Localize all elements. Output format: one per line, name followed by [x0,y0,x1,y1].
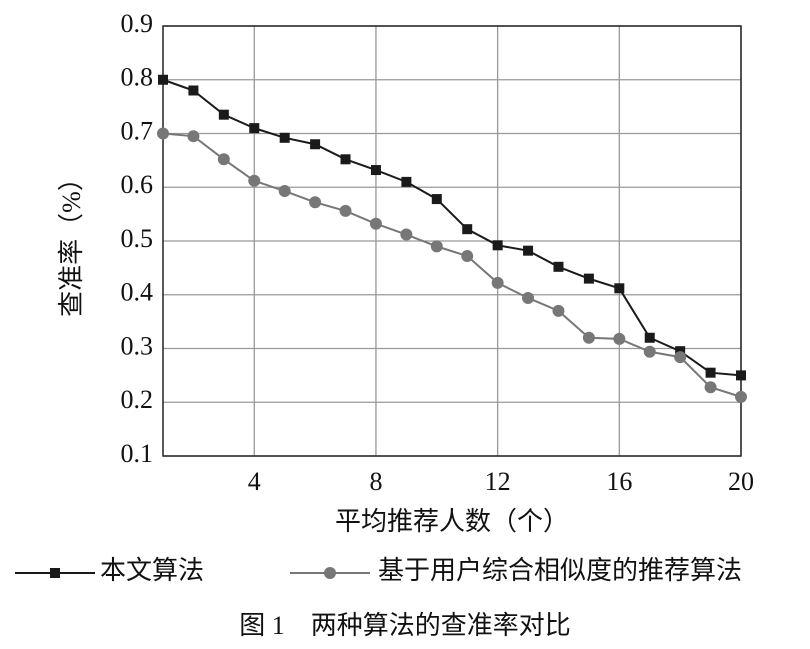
data-point [643,345,656,358]
data-point [370,165,381,176]
data-point [523,245,534,256]
data-point [552,304,565,317]
data-point [614,283,625,294]
y-tick-label: 0.1 [121,439,154,468]
x-tick-label: 12 [485,467,511,496]
data-point [704,381,717,394]
y-tick-label: 0.3 [121,331,154,360]
data-point [431,194,442,205]
legend-label: 本文算法 [100,556,204,585]
data-point [400,228,413,241]
data-point [553,261,564,272]
data-point [157,127,169,140]
data-point [401,176,412,187]
data-point [705,367,716,378]
data-point [340,154,351,165]
data-point [674,351,687,364]
data-point [187,130,200,143]
data-point [309,196,322,209]
y-tick-label: 0.5 [121,224,154,253]
data-point [279,132,290,143]
data-point [158,74,168,85]
data-point [462,224,473,235]
x-axis-label: 平均推荐人数（个） [335,507,569,536]
data-point [461,250,474,263]
data-point [217,153,230,166]
x-tick-label: 4 [248,467,261,496]
y-tick-label: 0.6 [121,170,154,199]
y-axis-label: 查准率（%） [57,165,86,317]
data-point [736,370,746,381]
caption: 图 1 两种算法的查准率对比 [239,611,571,640]
y-tick-label: 0.2 [121,385,154,414]
data-point [582,331,595,344]
data-point [491,276,504,289]
x-tick-label: 8 [369,467,382,496]
data-point [310,139,321,150]
data-point [248,174,261,187]
legend-marker [50,568,60,578]
data-point [430,240,443,253]
series-line [162,78,742,377]
data-point [492,240,503,251]
data-point [188,85,199,96]
y-tick-label: 0.9 [121,9,154,38]
data-point [522,291,535,304]
y-tick-label: 0.4 [121,278,154,307]
series-line [162,132,742,398]
data-point [218,109,229,120]
data-point [735,390,747,403]
y-tick-label: 0.7 [121,116,154,145]
x-tick-label: 20 [728,467,754,496]
data-point [583,273,594,284]
data-point [339,204,352,217]
data-point [644,332,655,343]
legend-label: 基于用户综合相似度的推荐算法 [378,556,742,585]
data-point [369,217,382,230]
data-point [613,332,626,345]
y-tick-label: 0.8 [121,63,154,92]
legend-marker [324,567,336,579]
x-tick-label: 16 [606,467,632,496]
data-point [249,123,260,134]
data-point [278,185,291,198]
plot-frame [162,25,742,457]
